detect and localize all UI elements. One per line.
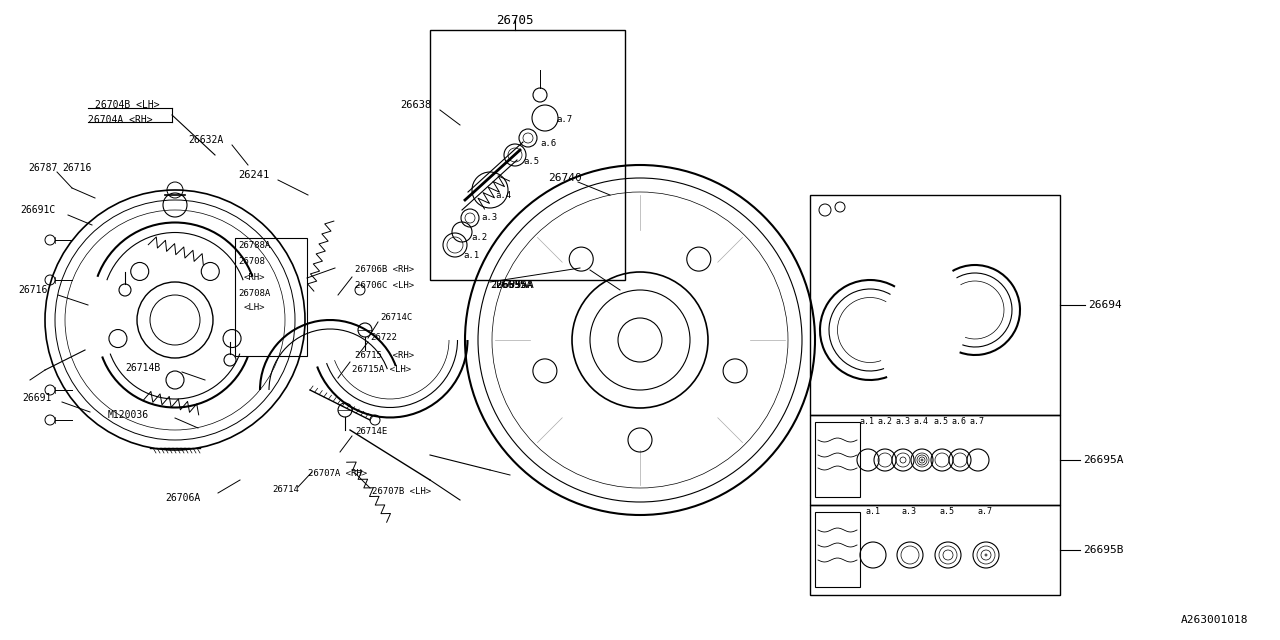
- Bar: [810, 415, 1060, 505]
- Text: 26705: 26705: [497, 13, 534, 26]
- Bar: [810, 195, 1060, 415]
- Text: ♩26695A: ♩26695A: [490, 280, 534, 290]
- Text: 26241: 26241: [238, 170, 269, 180]
- Text: 26715A <LH>: 26715A <LH>: [352, 365, 411, 374]
- Text: a.4: a.4: [495, 191, 511, 200]
- Text: 26787: 26787: [28, 163, 58, 173]
- Text: 26694: 26694: [1088, 300, 1121, 310]
- Text: a.5: a.5: [940, 508, 955, 516]
- Text: 26740: 26740: [548, 173, 581, 183]
- Text: <LH>: <LH>: [244, 303, 265, 312]
- Text: a.7: a.7: [556, 115, 572, 125]
- Text: a.3: a.3: [481, 212, 497, 221]
- Text: a.1: a.1: [865, 508, 881, 516]
- Bar: [236, 238, 307, 356]
- Text: a.6: a.6: [952, 417, 966, 426]
- Text: a.3: a.3: [895, 417, 910, 426]
- Text: 26708: 26708: [238, 257, 265, 266]
- Text: 26691: 26691: [22, 393, 51, 403]
- Bar: [815, 422, 860, 497]
- Text: a.1: a.1: [463, 250, 479, 259]
- Bar: [815, 512, 860, 587]
- Text: 26695A: 26695A: [495, 280, 532, 290]
- Text: a.2: a.2: [471, 232, 488, 241]
- Text: 26695B: 26695B: [1083, 545, 1124, 555]
- Text: a.5: a.5: [934, 417, 948, 426]
- Text: 26704A <RH>: 26704A <RH>: [88, 115, 152, 125]
- Text: 26695A: 26695A: [490, 280, 527, 290]
- Text: 26706A: 26706A: [165, 493, 200, 503]
- Text: 26715  <RH>: 26715 <RH>: [355, 351, 415, 360]
- Text: 26707A <RH>: 26707A <RH>: [308, 468, 367, 477]
- Text: a.5: a.5: [524, 157, 539, 166]
- Text: a.4: a.4: [914, 417, 929, 426]
- Text: 26722: 26722: [370, 333, 397, 342]
- Text: a.7: a.7: [978, 508, 993, 516]
- Bar: [810, 505, 1060, 595]
- Text: 26706C <LH>: 26706C <LH>: [355, 280, 415, 289]
- Text: 26695A: 26695A: [1083, 455, 1124, 465]
- Text: 26716: 26716: [61, 163, 91, 173]
- Text: 26716: 26716: [18, 285, 47, 295]
- Text: a.7: a.7: [970, 417, 986, 426]
- Text: 26708A: 26708A: [238, 289, 270, 298]
- Text: 26714E: 26714E: [355, 428, 388, 436]
- Text: a.3: a.3: [902, 508, 916, 516]
- Text: M120036: M120036: [108, 410, 150, 420]
- Text: a.2: a.2: [877, 417, 892, 426]
- Text: <RH>: <RH>: [244, 273, 265, 282]
- Text: 26632A: 26632A: [188, 135, 223, 145]
- Bar: [430, 30, 625, 280]
- Text: 26714B: 26714B: [125, 363, 160, 373]
- Text: 26706B <RH>: 26706B <RH>: [355, 266, 415, 275]
- Text: 26704B <LH>: 26704B <LH>: [95, 100, 160, 110]
- Text: 26691C: 26691C: [20, 205, 55, 215]
- Text: 26707B <LH>: 26707B <LH>: [372, 488, 431, 497]
- Text: 26638: 26638: [399, 100, 431, 110]
- Text: 26714C: 26714C: [380, 314, 412, 323]
- Text: a.1: a.1: [860, 417, 876, 426]
- Text: 26714: 26714: [273, 486, 298, 495]
- Text: A263001018: A263001018: [1180, 615, 1248, 625]
- Text: 26788A: 26788A: [238, 241, 270, 250]
- Text: a.6: a.6: [540, 138, 556, 147]
